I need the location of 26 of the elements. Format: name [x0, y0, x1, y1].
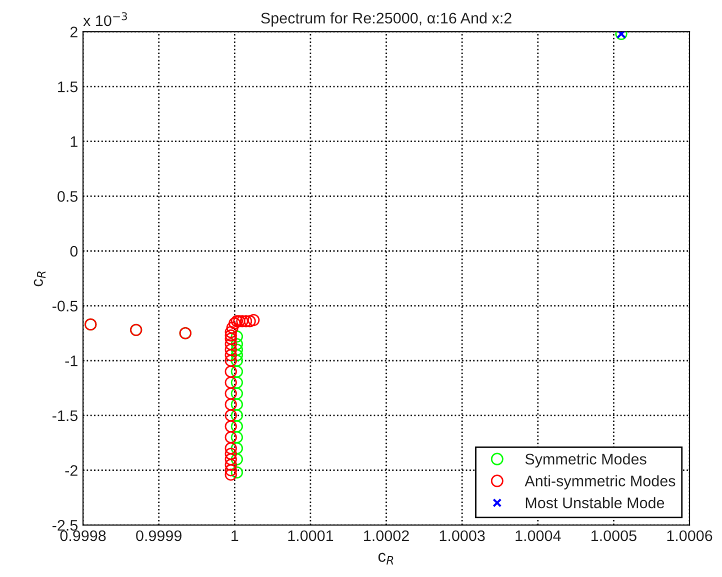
- x-tick-label: 1.0002: [364, 530, 409, 542]
- x-tick-label: 1.0003: [440, 530, 485, 542]
- x-tick-label: 1.0004: [516, 530, 561, 542]
- y-tick-label: -1.5: [52, 410, 78, 422]
- x-tick-label: 1.0006: [667, 530, 712, 542]
- x-axis-title: c$_{R}$: [378, 552, 394, 565]
- y-tick-label: 1.5: [58, 82, 78, 92]
- x-tick-label: 1: [232, 530, 238, 542]
- y-tick-label: -2.5: [52, 520, 78, 531]
- y-axis-title: c$_{R}$: [34, 271, 46, 286]
- x-tick-label: 1.0005: [592, 530, 636, 542]
- y-tick-label: 0: [70, 246, 78, 257]
- y-tick-label: -2: [65, 465, 78, 476]
- legend-label: Anti-symmetric Modes: [524, 475, 676, 490]
- y-tick-label: -1: [65, 356, 78, 366]
- y-tick-label: 2: [70, 26, 78, 38]
- x-tick-label: 1.0001: [288, 530, 334, 542]
- y-tick-label: 0.5: [58, 191, 78, 202]
- x-tick-label: 0.9998: [60, 530, 106, 542]
- x-tick-label: 0.9999: [136, 530, 182, 542]
- chart-title: Spectrum for Re:25000, α:16 And x:2: [261, 12, 512, 27]
- y-tick-label: -0.5: [52, 300, 78, 312]
- legend-label: Symmetric Modes: [525, 453, 646, 468]
- y-tick-label: 1: [70, 136, 78, 147]
- legend-label: Most Unstable Mode: [526, 497, 664, 508]
- text: x 10$^{−3}$: [83, 12, 127, 26]
